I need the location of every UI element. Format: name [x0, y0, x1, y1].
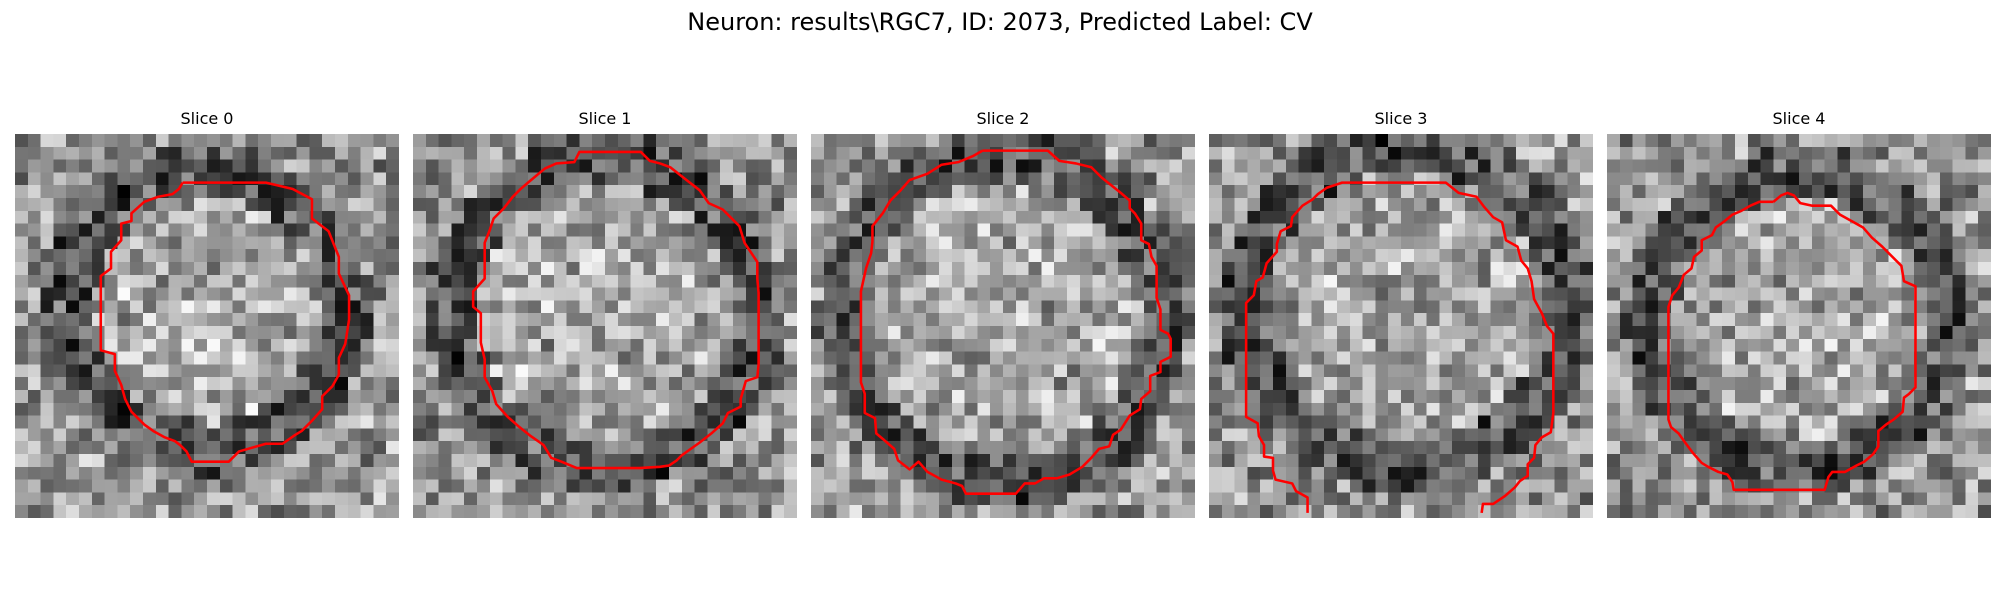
slice-title-3: Slice 3 [1374, 109, 1428, 128]
slice-title-0: Slice 0 [180, 109, 234, 128]
contour-overlay-0 [99, 181, 351, 463]
contour-line-3 [1244, 181, 1555, 514]
contour-overlay-2 [859, 149, 1172, 495]
contour-line-0 [99, 181, 351, 463]
contour-overlay-1 [471, 150, 760, 470]
slice-title-1: Slice 1 [578, 109, 632, 128]
slice-image-2 [811, 134, 1195, 518]
slice-title-4: Slice 4 [1772, 109, 1826, 128]
slice-panel-3 [1209, 134, 1593, 518]
contour-line-1 [471, 150, 760, 470]
slice-panel-2 [811, 134, 1195, 518]
contour-overlay-4 [1667, 191, 1917, 492]
slice-panel-1 [413, 134, 797, 518]
contour-line-4 [1667, 191, 1917, 492]
slice-image-0 [15, 134, 399, 518]
slice-image-4 [1607, 134, 1991, 518]
slice-title-2: Slice 2 [976, 109, 1030, 128]
slice-panel-0 [15, 134, 399, 518]
contour-overlay-3 [1244, 181, 1555, 514]
figure-title: Neuron: results\RGC7, ID: 2073, Predicte… [687, 8, 1313, 36]
slice-panel-4 [1607, 134, 1991, 518]
slice-image-1 [413, 134, 797, 518]
slice-image-3 [1209, 134, 1593, 518]
contour-line-2 [859, 149, 1172, 495]
